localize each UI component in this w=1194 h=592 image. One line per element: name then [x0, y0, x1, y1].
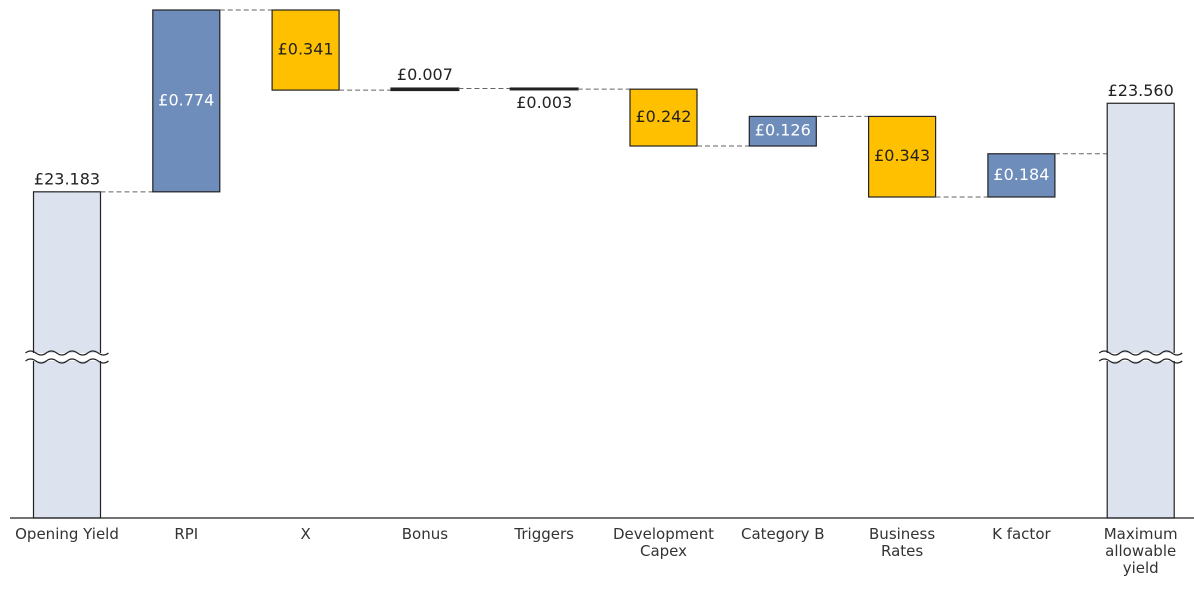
value-label: £0.184 [993, 165, 1049, 184]
x-tick-label: Category B [741, 525, 825, 543]
x-tick-label: Business Rates [869, 525, 936, 560]
axis-break [25, 358, 109, 364]
decrease-bar [271, 9, 340, 91]
increase-bar [152, 9, 221, 193]
value-label: £0.003 [516, 93, 572, 112]
axis-break-gap [25, 353, 109, 361]
value-label: £0.341 [278, 40, 334, 59]
value-label: £0.007 [397, 65, 453, 84]
x-tick-label: Triggers [514, 525, 574, 543]
increase-bar [390, 87, 460, 92]
axis-break [1098, 350, 1183, 356]
increase-bar [987, 153, 1056, 198]
x-tick-label: Maximum allowable yield [1103, 525, 1178, 577]
axis-break [1098, 358, 1183, 364]
value-label: £23.560 [1108, 81, 1174, 100]
value-label: £23.183 [34, 169, 100, 188]
x-tick-label: X [300, 525, 311, 543]
value-label: £0.774 [158, 90, 214, 109]
value-label: £0.242 [636, 107, 692, 126]
decrease-bar [509, 87, 579, 91]
axis-break-gap [1099, 353, 1183, 361]
value-label: £0.126 [755, 121, 811, 140]
x-tick-label: RPI [174, 525, 199, 543]
x-tick-label: K factor [992, 525, 1051, 543]
axis-break [25, 350, 109, 356]
increase-bar [748, 115, 817, 147]
decrease-bar [629, 88, 698, 147]
total-bar [1106, 102, 1175, 519]
x-tick-label: Opening Yield [15, 525, 119, 543]
x-tick-label: Bonus [401, 525, 449, 543]
value-label: £0.343 [874, 146, 930, 165]
x-tick-label: Development Capex [613, 525, 714, 560]
decrease-bar [867, 115, 937, 198]
